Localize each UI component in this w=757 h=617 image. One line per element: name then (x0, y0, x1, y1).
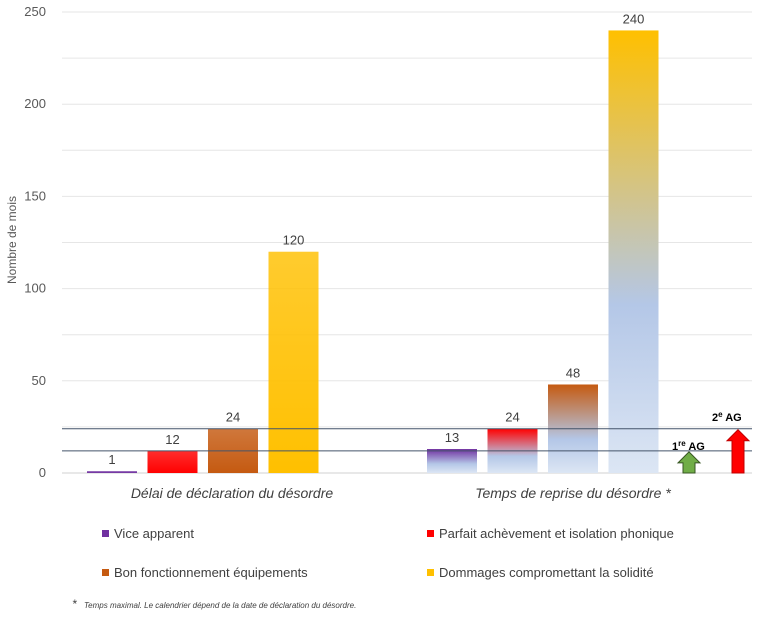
data-label: 24 (505, 410, 519, 425)
legend-entry: Vice apparent (114, 526, 194, 541)
bars (87, 30, 659, 473)
legend-entry: Dommages compromettant la solidité (439, 565, 654, 580)
y-tick-label: 50 (32, 373, 46, 388)
legend-swatch (102, 530, 109, 537)
ag-arrow (725, 429, 751, 474)
legend-swatch (102, 569, 109, 576)
bar (268, 251, 319, 473)
reference-lines (62, 428, 752, 452)
category-label: Temps de reprise du désordre * (475, 485, 671, 501)
ag-label: 2e AG (712, 410, 742, 424)
data-labels: 1 12 24 120 13 24 48 240 (108, 11, 644, 467)
ag-arrow (676, 451, 702, 474)
bar (147, 450, 198, 473)
legend-entry: Parfait achèvement et isolation phonique (439, 526, 674, 541)
footnote-text: Temps maximal. Le calendrier dépend de l… (84, 601, 356, 610)
footnote: * Temps maximal. Le calendrier dépend de… (72, 597, 356, 611)
data-label: 240 (623, 11, 645, 26)
y-axis-label: Nombre de mois (5, 196, 19, 284)
ag-label: 1re AG (672, 439, 705, 453)
legend-swatch (427, 569, 434, 576)
y-axis-ticks: 0 50 100 150 200 250 (24, 4, 46, 480)
y-tick-label: 200 (24, 96, 46, 111)
bar (427, 449, 477, 473)
legend-entry: Bon fonctionnement équipements (114, 565, 308, 580)
data-label: 1 (108, 452, 115, 467)
data-label: 12 (165, 432, 179, 447)
data-label: 13 (445, 430, 459, 445)
y-tick-label: 150 (24, 188, 46, 203)
category-labels: Délai de déclaration du désordre Temps de… (131, 485, 672, 501)
data-label: 48 (566, 365, 580, 380)
legend: Vice apparent Parfait achèvement et isola… (102, 526, 674, 580)
category-label: Délai de déclaration du désordre (131, 485, 334, 501)
y-tick-label: 0 (39, 465, 46, 480)
data-label: 120 (283, 233, 305, 248)
legend-swatch (427, 530, 434, 537)
y-tick-label: 100 (24, 281, 46, 296)
y-tick-label: 250 (24, 4, 46, 19)
bar (608, 30, 659, 473)
footnote-marker: * (72, 597, 77, 611)
ag-annotations: 1re AG 2e AG (672, 410, 751, 474)
bar (87, 471, 137, 473)
data-label: 24 (226, 410, 240, 425)
